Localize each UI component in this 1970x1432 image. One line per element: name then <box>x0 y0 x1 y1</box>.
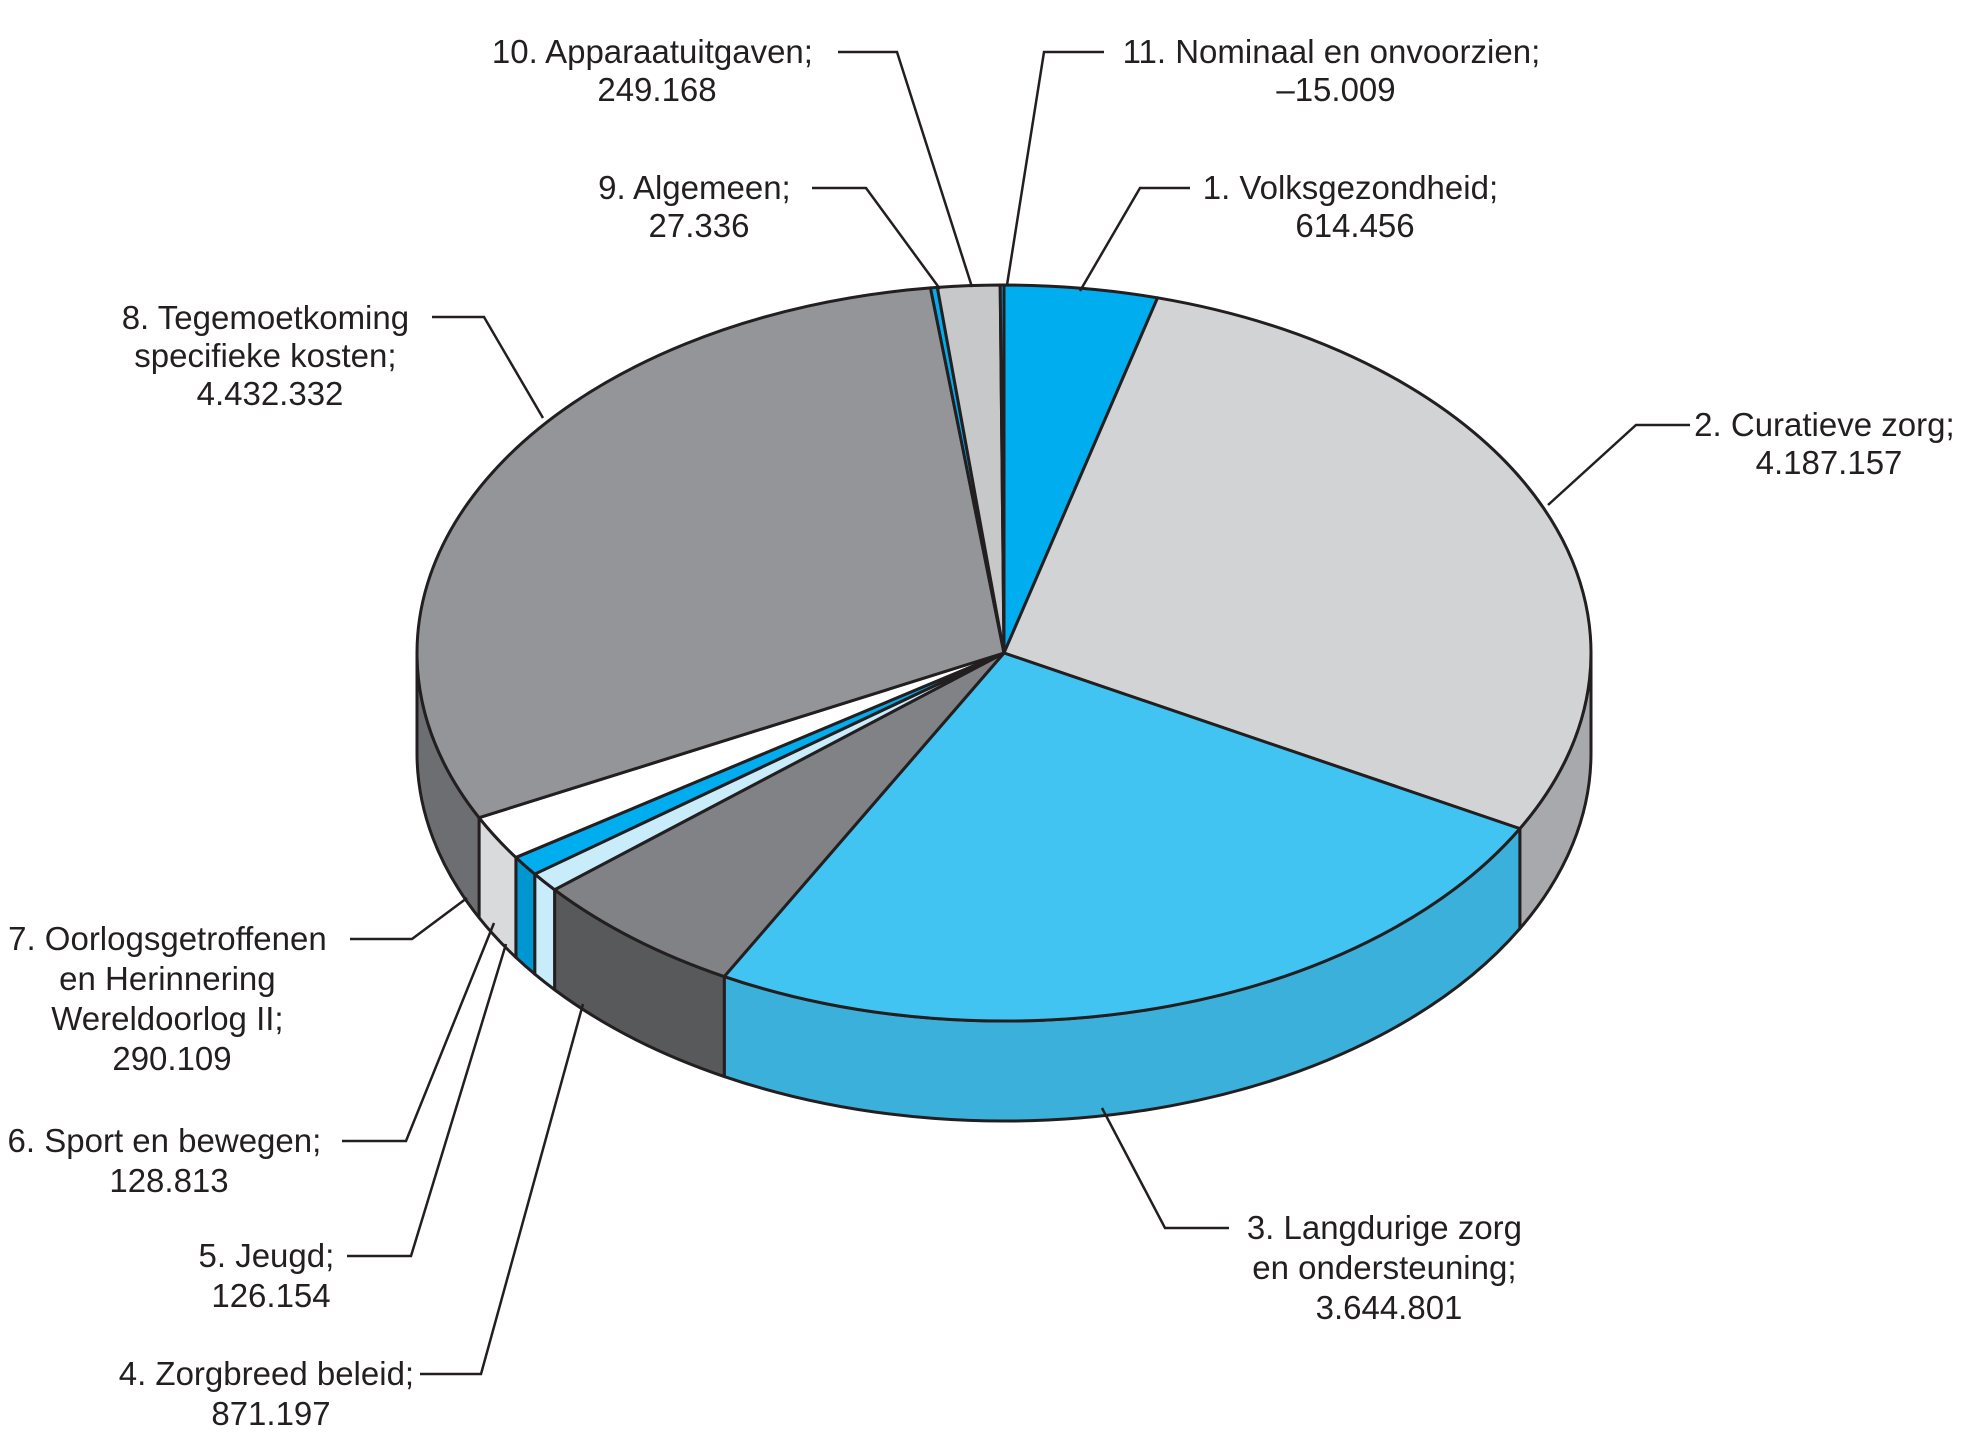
label-4: 4. Zorgbreed beleid; 871.197 <box>119 1355 424 1432</box>
leader-line-9 <box>812 186 942 290</box>
label-9: 9. Algemeen; 27.336 <box>598 169 800 244</box>
label-7-value: 290.109 <box>112 1040 231 1077</box>
label-2-line: 2. Curatieve zorg; <box>1694 406 1954 443</box>
slice-side-5-jeugd <box>533 872 557 992</box>
leader-lines <box>342 50 1690 1376</box>
leader-line-5 <box>347 943 508 1258</box>
label-9-line: 9. Algemeen; <box>598 169 791 206</box>
label-9-value: 27.336 <box>649 207 750 244</box>
pie-top-face <box>415 283 1593 1023</box>
leader-line-11 <box>1005 50 1104 286</box>
slice-8-tegemoetkoming-specifieke-kosten <box>415 286 1006 820</box>
label-3-line-1: 3. Langdurige zorg <box>1247 1209 1522 1246</box>
label-6: 6. Sport en bewegen; 128.813 <box>8 1122 331 1199</box>
label-8-line-2: specifieke kosten; <box>134 337 396 374</box>
label-3: 3. Langdurige zorg en ondersteuning; 3.6… <box>1247 1209 1531 1326</box>
label-11-value: –15.009 <box>1276 71 1395 108</box>
leader-line-10 <box>838 50 974 288</box>
label-1-line: 1. Volksgezondheid; <box>1203 169 1498 206</box>
label-5: 5. Jeugd; 126.154 <box>199 1237 344 1314</box>
leader-line-1 <box>1078 186 1190 292</box>
slice-3-langdurige-zorg-en-ondersteuning <box>722 651 1522 1023</box>
label-8: 8. Tegemoetkoming specifieke kosten; 4.4… <box>122 299 419 412</box>
label-5-value: 126.154 <box>211 1277 330 1314</box>
label-3-line-2: en ondersteuning; <box>1252 1249 1516 1286</box>
slice-2-curatieve-zorg <box>1002 296 1593 831</box>
label-4-value: 871.197 <box>211 1395 330 1432</box>
slice-4-zorgbreed-beleid <box>553 651 1006 979</box>
label-2-value: 4.187.157 <box>1756 444 1903 481</box>
label-7: 7. Oorlogsgetroffenen en Herinnering Wer… <box>8 920 336 1077</box>
label-8-value: 4.432.332 <box>197 375 344 412</box>
slice-11-nominaal-en-onvoorzien <box>998 283 1006 655</box>
leader-line-3 <box>1100 1107 1229 1230</box>
label-3-value: 3.644.801 <box>1316 1289 1463 1326</box>
label-11-line: 11. Nominaal en onvoorzien; <box>1123 33 1541 70</box>
leader-line-6 <box>342 922 496 1143</box>
leader-line-2 <box>1547 423 1690 506</box>
label-10: 10. Apparaatuitgaven; 249.168 <box>492 33 822 108</box>
label-1: 1. Volksgezondheid; 614.456 <box>1203 169 1508 244</box>
label-6-value: 128.813 <box>109 1162 228 1199</box>
slice-labels: 11. Nominaal en onvoorzien; –15.009 10. … <box>8 33 1964 1432</box>
leader-line-4 <box>420 1003 585 1376</box>
label-7-line-1: 7. Oorlogsgetroffenen <box>8 920 327 957</box>
label-5-line: 5. Jeugd; <box>199 1237 335 1274</box>
label-7-line-2: en Herinnering <box>59 960 275 997</box>
leader-line-7 <box>350 896 468 941</box>
label-6-line: 6. Sport en bewegen; <box>8 1122 322 1159</box>
label-8-line-1: 8. Tegemoetkoming <box>122 299 409 336</box>
label-2: 2. Curatieve zorg; 4.187.157 <box>1694 406 1964 481</box>
label-10-value: 249.168 <box>597 71 716 108</box>
label-1-value: 614.456 <box>1295 207 1414 244</box>
label-11: 11. Nominaal en onvoorzien; –15.009 <box>1123 33 1550 108</box>
slice-side-6-sport-en-bewegen <box>514 855 537 976</box>
label-10-line: 10. Apparaatuitgaven; <box>492 33 813 70</box>
label-7-line-3: Wereldoorlog II; <box>51 1000 283 1037</box>
label-4-line: 4. Zorgbreed beleid; <box>119 1355 414 1392</box>
leader-line-8 <box>432 315 545 419</box>
